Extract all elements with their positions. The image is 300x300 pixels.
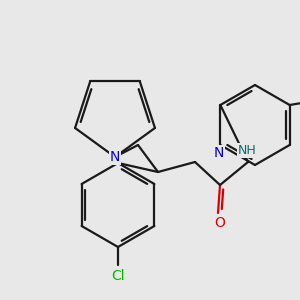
Text: NH: NH — [238, 143, 256, 157]
Text: N: N — [213, 146, 224, 160]
Text: Cl: Cl — [111, 269, 125, 283]
Text: N: N — [110, 150, 120, 164]
Text: O: O — [214, 216, 225, 230]
